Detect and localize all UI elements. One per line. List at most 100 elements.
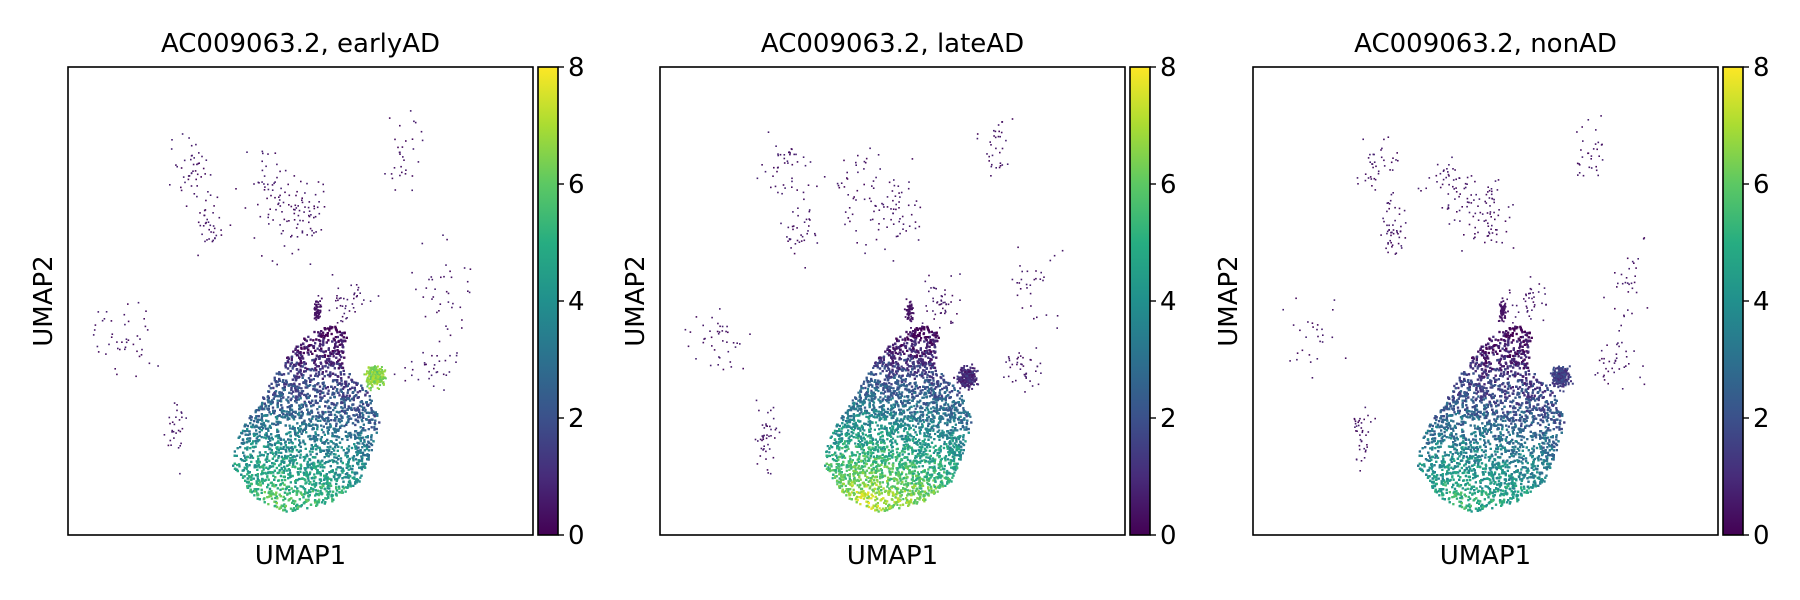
cluster-point [255, 432, 258, 435]
cluster-point [362, 454, 365, 457]
sparse-point [253, 237, 256, 239]
cluster-point [296, 372, 299, 375]
sparse-point [317, 181, 320, 183]
cluster-point [372, 413, 375, 416]
cluster-point [298, 356, 301, 359]
cluster-point [300, 372, 303, 375]
cluster-point [256, 465, 259, 468]
sparse-point [449, 354, 451, 357]
cluster-point [317, 334, 320, 337]
cluster-point [314, 433, 317, 436]
cluster-point [312, 463, 315, 467]
cluster-point [306, 463, 309, 466]
cluster-point [285, 469, 288, 472]
cluster-point [250, 416, 253, 419]
sparse-point [167, 444, 170, 447]
cluster-point [264, 405, 267, 408]
sparse-point [185, 205, 188, 207]
cluster-point [295, 462, 299, 465]
sparse-point [125, 341, 128, 344]
cluster-point [261, 423, 264, 426]
cluster-point [325, 449, 328, 452]
sparse-point [401, 146, 404, 148]
cluster-point [347, 376, 350, 379]
cluster-point [255, 442, 258, 445]
sparse-point [204, 173, 206, 175]
cluster-point [289, 434, 292, 437]
sparse-point [443, 389, 445, 391]
cluster-point [283, 465, 286, 468]
cluster-point [283, 508, 286, 511]
cluster-point [306, 413, 309, 416]
cluster-point [267, 405, 270, 408]
sparse-point [267, 216, 269, 219]
cluster-point [332, 337, 335, 340]
cluster-point [280, 455, 283, 458]
cluster-point [347, 420, 350, 423]
sparse-point [435, 371, 438, 374]
cluster-point [370, 449, 373, 452]
sparse-point [229, 224, 232, 226]
cluster-point [291, 414, 295, 417]
sparse-point [430, 276, 433, 278]
cluster-point [275, 372, 278, 375]
sparse-point [448, 371, 451, 373]
cluster-point [322, 350, 325, 353]
sparse-point [187, 178, 190, 181]
sparse-point [294, 204, 297, 207]
cluster-point [336, 362, 340, 365]
cluster-point [290, 392, 293, 395]
cluster-point [275, 423, 278, 426]
cluster-point [359, 439, 362, 442]
sparse-point [451, 306, 453, 309]
cluster-point [322, 482, 326, 485]
sparse-point [274, 196, 276, 199]
cluster-point [270, 382, 273, 385]
sparse-point [445, 374, 448, 376]
sparse-point [191, 154, 193, 157]
cluster-point [277, 455, 280, 458]
cluster-point [276, 446, 279, 449]
cluster-point [313, 477, 316, 480]
cluster-point [340, 410, 343, 413]
cluster-point [287, 446, 290, 449]
cluster-point [327, 432, 330, 435]
sparse-point [433, 364, 436, 366]
cluster-point [329, 440, 332, 443]
sparse-point [172, 430, 175, 433]
cluster-point [283, 503, 286, 506]
cluster-point [284, 444, 287, 447]
sparse-point [180, 412, 183, 414]
cluster-point [305, 431, 308, 434]
cluster-point [304, 447, 307, 450]
cluster-point [347, 445, 351, 448]
cluster-point [241, 476, 245, 479]
sparse-point [463, 267, 466, 269]
sparse-point [140, 354, 143, 356]
cluster-point [261, 471, 264, 474]
cluster-point [324, 365, 327, 368]
sparse-point [190, 144, 193, 147]
cluster-point [311, 367, 314, 371]
cluster-point [299, 414, 302, 417]
sparse-point [415, 288, 417, 291]
sparse-point [301, 230, 304, 232]
cluster-point [308, 422, 311, 426]
cluster-point [278, 371, 281, 374]
cluster-point [313, 361, 316, 365]
cluster-point [255, 424, 258, 427]
sparse-point [270, 194, 272, 197]
cluster-point [323, 354, 327, 357]
sparse-point [213, 205, 215, 207]
sparse-point [344, 307, 347, 310]
sparse-point [420, 130, 423, 133]
cluster-point [342, 394, 345, 397]
cluster-point [256, 473, 259, 476]
cluster-point [291, 490, 295, 493]
sparse-point [176, 165, 178, 168]
cluster-point [303, 422, 306, 425]
sparse-point [446, 328, 449, 330]
cluster-point [258, 427, 262, 431]
cluster-point [294, 396, 297, 400]
cluster-point [282, 396, 285, 399]
